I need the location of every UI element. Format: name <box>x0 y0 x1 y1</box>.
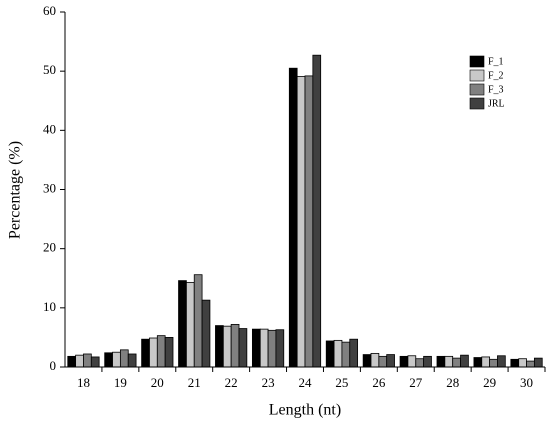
x-tick-label: 21 <box>188 375 201 390</box>
bar <box>489 358 498 368</box>
bar <box>407 355 417 368</box>
x-tick-label: 29 <box>483 375 496 390</box>
bar <box>304 75 314 368</box>
bar <box>141 338 150 368</box>
bar <box>193 274 203 368</box>
bar <box>370 352 380 368</box>
bar <box>67 355 77 368</box>
x-tick-label: 24 <box>299 375 313 390</box>
bar <box>156 335 166 368</box>
y-tick-label: 10 <box>43 299 56 314</box>
bar <box>127 353 137 368</box>
legend-swatch <box>469 69 485 82</box>
bar <box>312 54 322 368</box>
bar <box>230 323 240 368</box>
bar <box>526 360 535 368</box>
x-tick-label: 20 <box>151 375 164 390</box>
bar <box>378 355 388 368</box>
x-tick-label: 18 <box>77 375 90 390</box>
bar <box>288 67 298 368</box>
bar <box>296 76 306 368</box>
bar <box>452 357 461 368</box>
bar <box>333 339 343 368</box>
bar <box>386 354 395 368</box>
bar <box>222 325 232 368</box>
bar <box>112 351 121 368</box>
x-tick-label: 27 <box>409 375 423 390</box>
x-tick-label: 22 <box>225 375 238 390</box>
legend-label: F_1 <box>488 56 504 67</box>
x-tick-label: 23 <box>262 375 275 390</box>
x-tick-label: 26 <box>372 375 386 390</box>
bar <box>473 357 483 368</box>
bar <box>415 358 425 368</box>
bar <box>178 280 187 368</box>
bar <box>444 355 454 368</box>
bar <box>533 357 543 368</box>
y-tick-label: 60 <box>43 3 56 18</box>
x-tick-label: 25 <box>335 375 348 390</box>
x-tick-label: 30 <box>520 375 533 390</box>
bar <box>238 328 248 368</box>
bar <box>201 299 211 368</box>
bar <box>215 325 224 368</box>
bar <box>275 329 285 368</box>
bar <box>481 356 491 368</box>
x-axis-label: Length (nt) <box>269 402 341 419</box>
legend-swatch <box>469 83 485 96</box>
legend-swatch <box>469 97 485 110</box>
y-tick-label: 40 <box>43 121 56 136</box>
x-tick-label: 19 <box>114 375 127 390</box>
y-tick-label: 0 <box>50 358 57 373</box>
bar <box>436 355 446 368</box>
bar <box>149 337 158 368</box>
bar <box>341 341 351 368</box>
bar <box>83 353 92 368</box>
legend-swatch <box>469 55 485 68</box>
y-tick-label: 50 <box>43 62 56 77</box>
bar <box>325 340 335 368</box>
bar <box>75 354 84 368</box>
bar <box>119 349 129 368</box>
bar <box>423 355 432 368</box>
legend-label: F_2 <box>488 70 504 81</box>
bar <box>460 354 469 368</box>
bar <box>267 329 277 368</box>
bar <box>251 328 261 368</box>
y-tick-label: 30 <box>43 180 56 195</box>
y-axis-label: Percentage (%) <box>7 141 24 239</box>
bar <box>497 355 506 368</box>
legend-label: JRL <box>488 98 505 109</box>
bar <box>259 328 269 368</box>
bar <box>518 358 527 368</box>
legend-label: F_3 <box>488 84 504 95</box>
bar <box>90 356 100 368</box>
bar <box>349 338 359 368</box>
bar <box>399 355 409 368</box>
bar <box>510 358 520 368</box>
bar <box>164 337 174 368</box>
bar <box>185 281 195 368</box>
y-tick-label: 20 <box>43 240 56 255</box>
bar <box>104 352 113 368</box>
x-tick-label: 28 <box>446 375 459 390</box>
bar <box>362 354 372 368</box>
